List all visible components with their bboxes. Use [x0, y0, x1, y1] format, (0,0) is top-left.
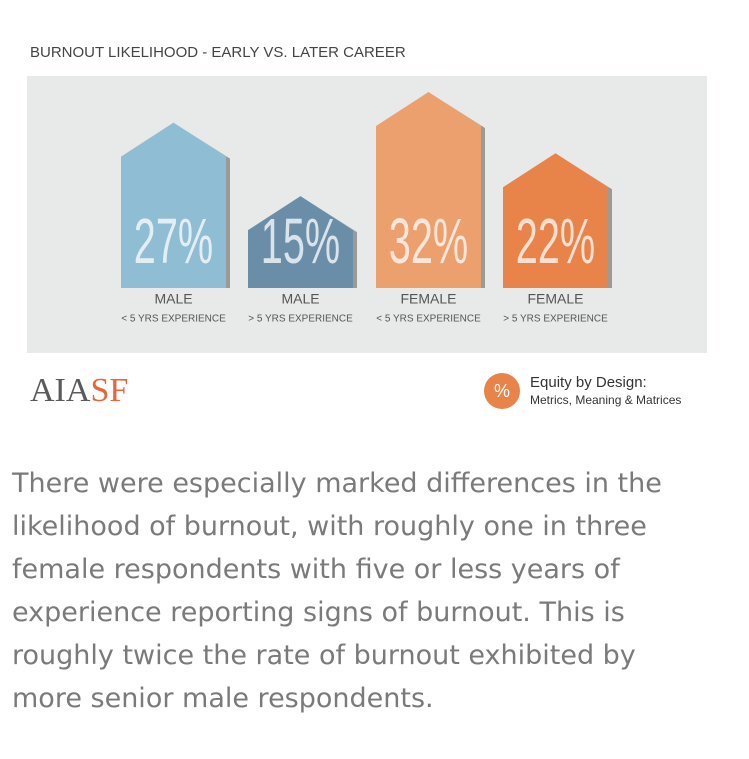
x-tick-label: FEMALE — [400, 291, 456, 307]
paragraph: There were especially marked differences… — [12, 468, 662, 714]
chart-title: BURNOUT LIKELIHOOD - EARLY VS. LATER CAR… — [30, 44, 406, 61]
value-label: 22% — [516, 206, 595, 277]
x-tick-detail: < 5 YRS EXPERIENCE — [121, 314, 226, 325]
x-tick-label: FEMALE — [527, 291, 583, 307]
value-label: 15% — [261, 206, 340, 277]
logo: AIASF — [30, 372, 128, 409]
house-bar — [248, 196, 353, 288]
badge-title: Equity by Design: — [530, 374, 647, 391]
x-tick-detail: > 5 YRS EXPERIENCE — [248, 314, 353, 325]
badge-icon: % — [494, 381, 510, 401]
house-bar — [503, 153, 608, 288]
logo-sf: SF — [90, 372, 128, 409]
x-tick-label: MALE — [154, 291, 192, 307]
badge-circle — [484, 373, 520, 409]
house-bar — [376, 92, 481, 288]
house-bar — [121, 122, 226, 288]
x-tick-detail: > 5 YRS EXPERIENCE — [503, 314, 608, 325]
x-tick-label: MALE — [281, 291, 319, 307]
logo-aia: AIA — [30, 372, 91, 409]
x-tick-detail: < 5 YRS EXPERIENCE — [376, 314, 481, 325]
infographic: BURNOUT LIKELIHOOD - EARLY VS. LATER CAR… — [27, 44, 707, 409]
value-label: 32% — [389, 206, 468, 277]
value-label: 27% — [134, 206, 213, 277]
badge-subtitle: Metrics, Meaning & Matrices — [530, 393, 681, 407]
